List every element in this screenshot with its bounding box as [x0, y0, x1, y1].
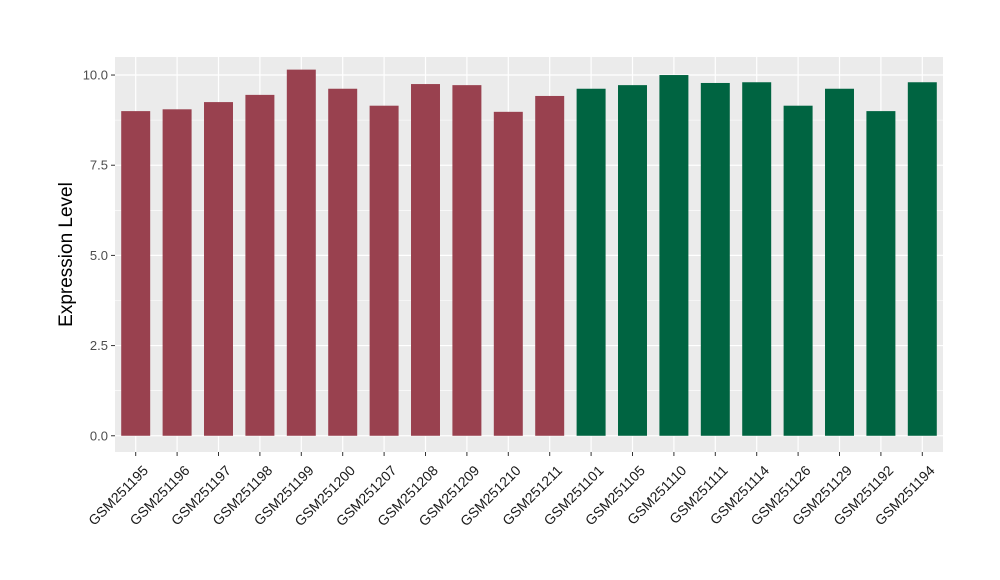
bar-GSM251110 [659, 75, 689, 436]
bar-GSM251196 [162, 109, 192, 436]
bar-GSM251200 [328, 88, 358, 436]
bar-GSM251105 [618, 85, 647, 436]
y-tick-label: 2.5 [90, 338, 108, 353]
bar-GSM251111 [700, 82, 730, 436]
bar-GSM251194 [907, 82, 937, 436]
bar-GSM251197 [204, 102, 233, 436]
bar-GSM251195 [121, 111, 151, 436]
bar-GSM251192 [866, 111, 896, 436]
plot-panel [115, 57, 943, 452]
bar-GSM251101 [576, 88, 606, 436]
x-axis: GSM251195GSM251196GSM251197GSM251198GSM2… [85, 452, 938, 529]
bar-GSM251198 [245, 94, 275, 436]
y-axis-title: Expression Level [56, 182, 77, 327]
bar-GSM251209 [452, 85, 482, 436]
bar-GSM251208 [411, 84, 440, 436]
y-tick-label: 7.5 [90, 158, 108, 173]
y-tick-label: 5.0 [90, 248, 108, 263]
bar-GSM251129 [825, 88, 854, 436]
bar-GSM251210 [493, 111, 523, 436]
bars [121, 69, 937, 436]
bar-GSM251211 [535, 95, 565, 436]
bar-GSM251126 [783, 105, 813, 436]
y-tick-label: 10.0 [83, 68, 108, 83]
bar-GSM251207 [369, 105, 399, 436]
bar-GSM251114 [742, 82, 772, 436]
bar-GSM251199 [286, 69, 316, 436]
y-tick-label: 0.0 [90, 428, 108, 443]
y-axis: 0.0 2.5 5.0 7.5 10.0 [83, 68, 115, 443]
